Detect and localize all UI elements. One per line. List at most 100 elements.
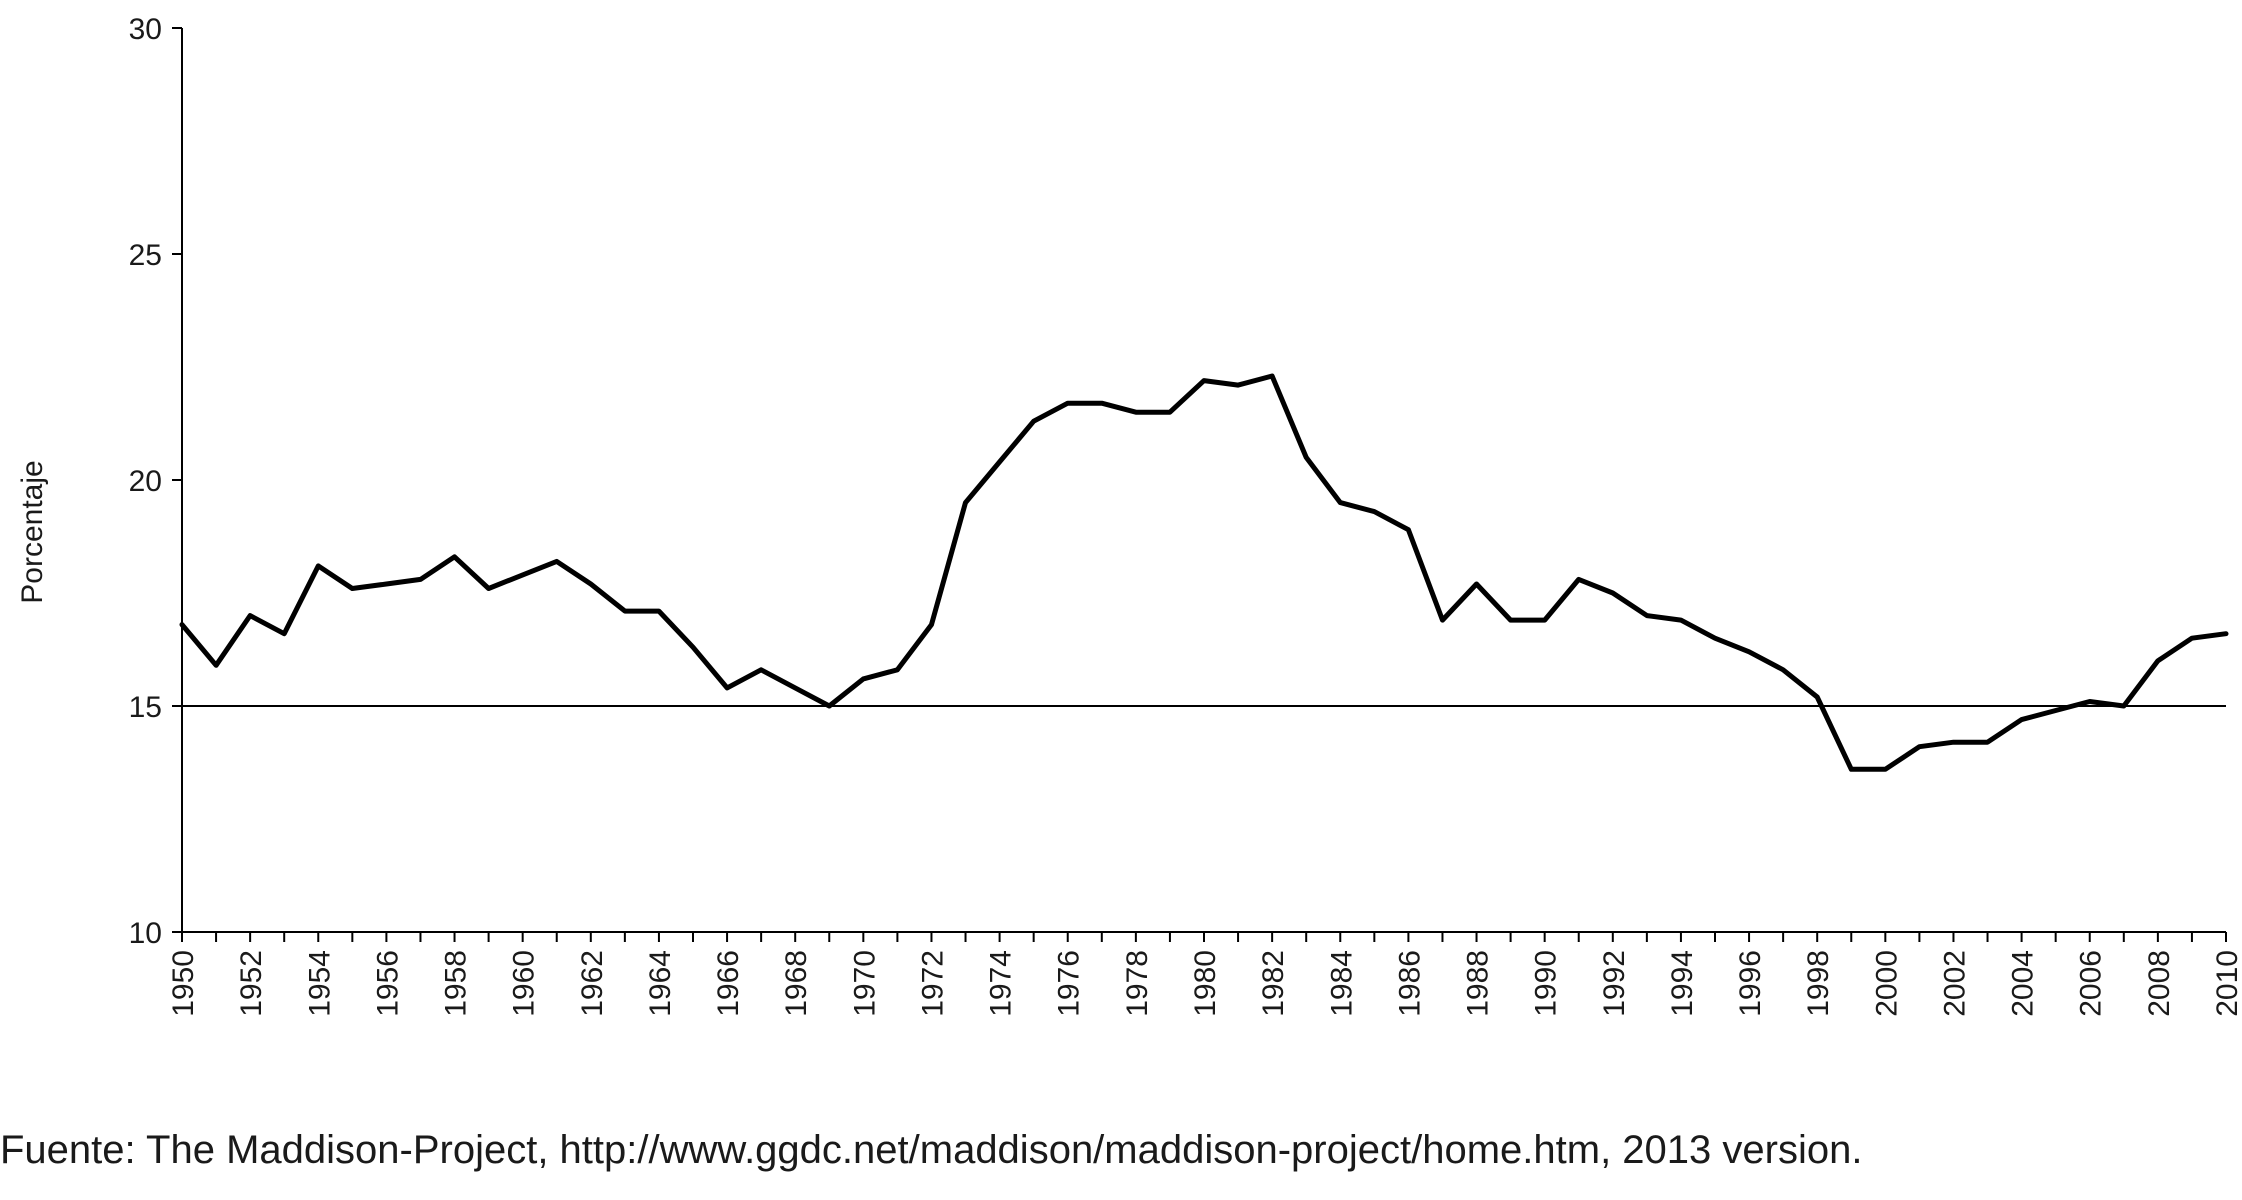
x-tick-label: 1966	[712, 950, 745, 1017]
x-tick-label: 1998	[1802, 950, 1835, 1017]
data-point	[930, 623, 933, 626]
data-point	[1339, 501, 1342, 504]
x-tick-label: 1958	[440, 950, 473, 1017]
data-point	[1577, 578, 1580, 581]
data-point	[862, 677, 865, 680]
data-point	[2122, 705, 2125, 707]
data-point	[1373, 510, 1376, 513]
data-point	[1509, 619, 1512, 622]
data-point	[487, 587, 490, 590]
y-tick-label: 30	[129, 13, 162, 46]
x-tick-label: 2000	[1870, 950, 1903, 1017]
x-tick-label: 1976	[1053, 950, 1086, 1017]
data-point	[1782, 668, 1785, 671]
series-group	[179, 373, 2229, 772]
data-point	[2088, 700, 2091, 703]
source-note: Fuente: The Maddison-Project, http://www…	[0, 1128, 1863, 1172]
x-tick-label: 2004	[2007, 950, 2040, 1017]
y-tick-label: 25	[129, 239, 162, 272]
data-point	[1237, 384, 1240, 387]
data-point	[657, 610, 660, 613]
data-point	[283, 632, 286, 635]
x-tick-label: 1990	[1530, 950, 1563, 1017]
x-tick-label: 1974	[985, 950, 1018, 1017]
x-tick-label: 1996	[1734, 950, 1767, 1017]
data-point	[1986, 741, 1989, 744]
data-point	[1543, 619, 1546, 622]
data-point	[2190, 637, 2193, 640]
x-tick-label: 2010	[2211, 950, 2242, 1017]
data-point	[589, 582, 592, 585]
data-point	[1305, 456, 1308, 459]
data-point	[1407, 528, 1410, 531]
data-point	[828, 705, 831, 707]
x-tick-label: 2006	[2075, 950, 2108, 1017]
data-point	[1850, 768, 1853, 771]
x-tick-label: 1952	[235, 950, 268, 1017]
data-point	[249, 614, 252, 617]
data-point	[215, 664, 218, 667]
y-axis: 10 15 20 25 30	[129, 13, 183, 950]
x-tick-label: 1988	[1462, 950, 1495, 1017]
data-point	[351, 587, 354, 590]
x-tick-label: 1992	[1598, 950, 1631, 1017]
data-point	[555, 560, 558, 563]
data-point	[521, 573, 524, 576]
x-tick-label: 2002	[1938, 950, 1971, 1017]
data-point	[1884, 768, 1887, 771]
y-tick-label: 15	[129, 691, 162, 724]
data-point	[726, 686, 729, 689]
data-point	[317, 564, 320, 567]
data-point	[385, 582, 388, 585]
data-point	[1168, 411, 1171, 414]
x-tick-label: 1984	[1325, 950, 1358, 1017]
data-point	[1748, 650, 1751, 653]
data-point	[2156, 659, 2159, 662]
x-tick-label: 1980	[1189, 950, 1222, 1017]
x-tick-label: 1970	[848, 950, 881, 1017]
x-tick-label: 1954	[303, 950, 336, 1017]
data-point	[1203, 379, 1205, 382]
data-point	[2225, 632, 2227, 635]
data-point	[1032, 420, 1035, 423]
x-tick-label: 1968	[780, 950, 813, 1017]
data-point	[1611, 592, 1614, 594]
x-tick-label: 1978	[1121, 950, 1154, 1017]
x-tick-label: 1960	[508, 950, 541, 1017]
y-tick-label: 10	[129, 917, 162, 950]
data-point	[692, 646, 694, 649]
data-point	[1100, 402, 1103, 405]
data-point	[453, 555, 456, 558]
data-point	[1271, 375, 1274, 378]
x-tick-label: 1962	[576, 950, 609, 1017]
data-point	[181, 623, 183, 626]
data-point	[1714, 637, 1716, 640]
x-tick-label: 1972	[916, 950, 949, 1017]
data-point	[1134, 411, 1137, 414]
data-point	[1918, 745, 1921, 748]
x-axis: 1950 1952 1954 1956 1958 1960 1962 1964 1966 1968…	[167, 931, 2242, 1017]
x-tick-label: 1956	[371, 950, 404, 1017]
data-point	[623, 610, 626, 613]
data-point	[1066, 402, 1069, 405]
data-point	[1475, 582, 1478, 585]
data-point	[2020, 718, 2023, 721]
data-point	[419, 578, 422, 581]
data-point	[964, 501, 967, 504]
data-point	[794, 686, 797, 689]
x-tick-label: 1994	[1666, 950, 1699, 1017]
y-axis-title: Porcentaje	[16, 460, 49, 603]
y-tick-label: 20	[129, 465, 162, 498]
x-tick-label: 1964	[644, 950, 677, 1017]
data-point	[2054, 709, 2057, 712]
data-point	[1441, 619, 1444, 622]
x-tick-label: 2008	[2143, 950, 2176, 1017]
x-tick-label: 1986	[1393, 950, 1426, 1017]
data-point	[1645, 614, 1648, 617]
data-point	[1816, 695, 1819, 698]
data-point	[760, 668, 763, 671]
data-point	[1952, 741, 1955, 744]
x-tick-label: 1982	[1257, 950, 1290, 1017]
x-tick-label: 1950	[167, 950, 200, 1017]
